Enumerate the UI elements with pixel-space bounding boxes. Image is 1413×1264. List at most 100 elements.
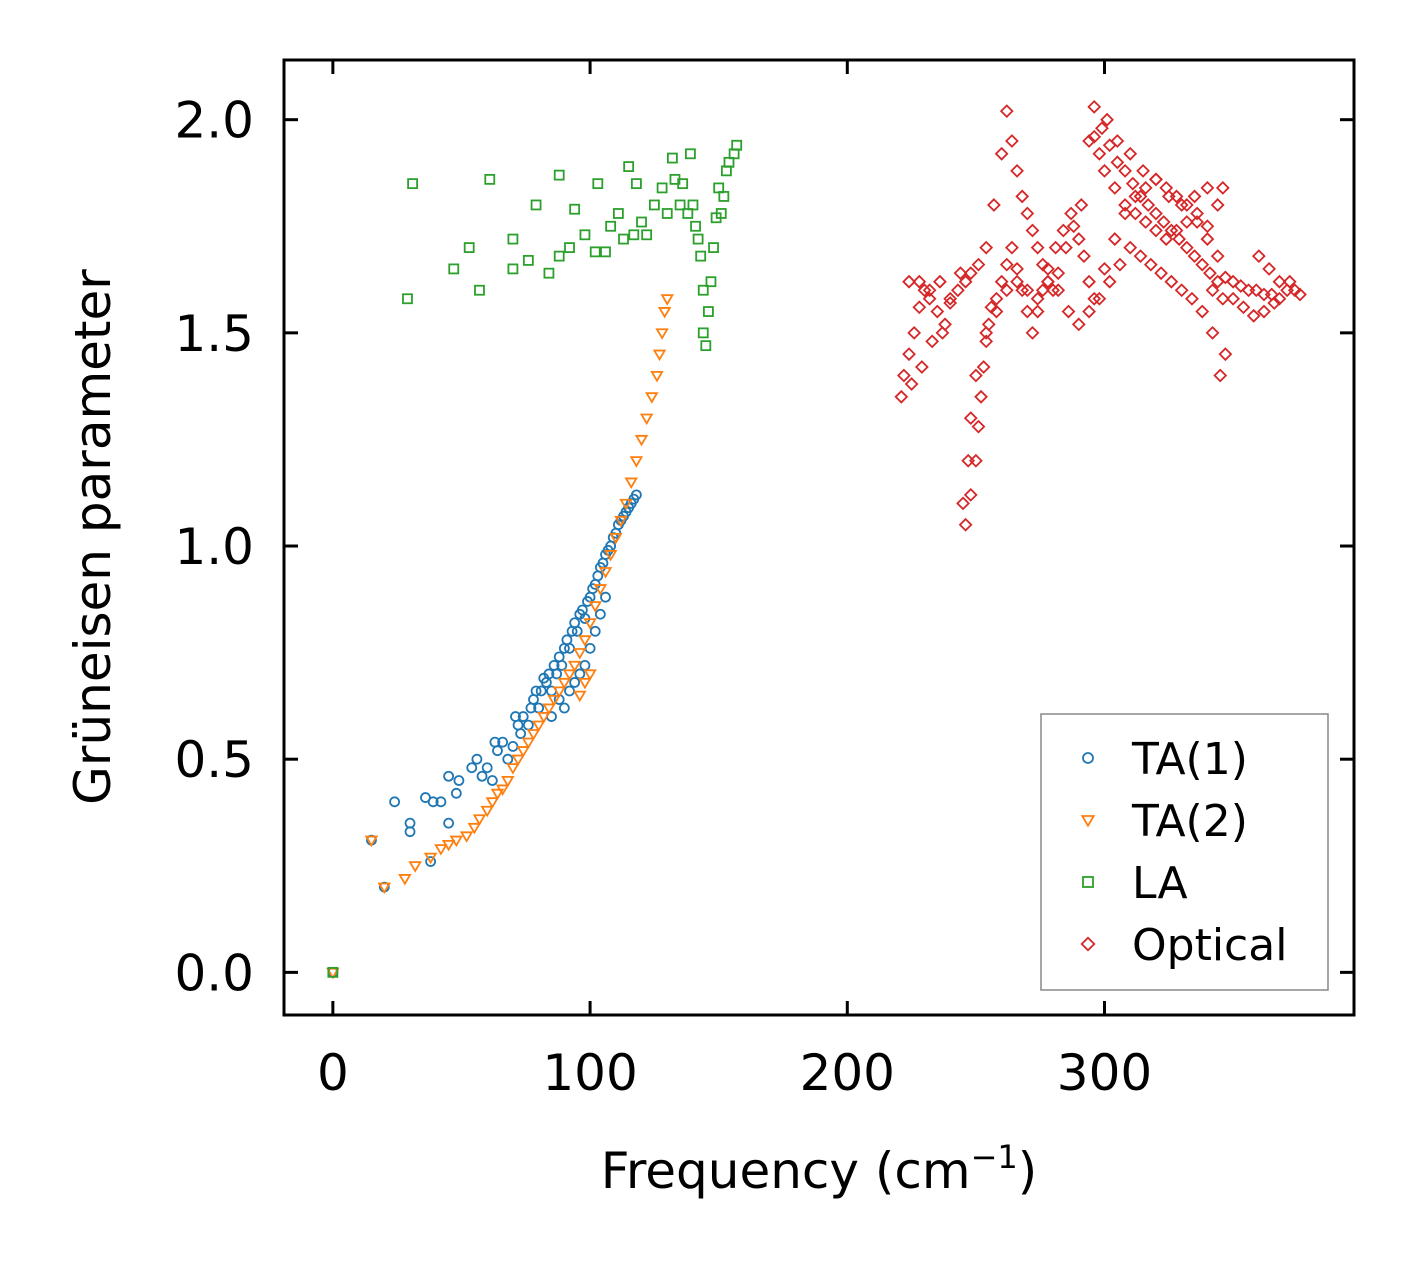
- data-point: [950, 283, 965, 298]
- data-point: [435, 796, 447, 808]
- data-point: [556, 660, 568, 671]
- data-point: [1149, 223, 1163, 238]
- series-la: [327, 139, 743, 978]
- data-point: [530, 685, 542, 697]
- data-point: [1048, 240, 1063, 255]
- data-point: [657, 307, 672, 319]
- data-point: [441, 839, 456, 852]
- data-point: [471, 753, 483, 765]
- data-point: [731, 139, 743, 151]
- data-point: [511, 754, 525, 767]
- data-point: [423, 852, 438, 865]
- data-point: [453, 775, 465, 786]
- legend-marker-triangle-down: [1080, 815, 1096, 828]
- data-point: [1020, 206, 1035, 221]
- data-point: [1226, 291, 1241, 306]
- data-point: [914, 360, 929, 374]
- data-point: [579, 229, 591, 241]
- data-point: [1082, 274, 1096, 289]
- data-point: [1110, 134, 1125, 148]
- data-point: [600, 591, 611, 603]
- series-ta-1: [327, 489, 642, 978]
- data-point: [517, 711, 529, 722]
- data-point: [974, 389, 988, 404]
- data-point: [1015, 283, 1030, 298]
- data-point: [618, 233, 629, 245]
- data-point: [1010, 163, 1024, 178]
- data-point: [552, 686, 566, 698]
- series-optical: [894, 99, 1307, 532]
- data-point: [573, 648, 587, 660]
- data-point: [530, 199, 542, 211]
- data-point: [1082, 134, 1096, 148]
- data-point: [935, 325, 950, 340]
- data-point: [641, 229, 653, 241]
- data-point: [1059, 240, 1073, 255]
- data-point: [639, 413, 654, 426]
- data-point: [364, 835, 379, 848]
- x-tick-label: 200: [800, 1044, 895, 1102]
- data-point: [594, 608, 606, 620]
- data-point: [1141, 198, 1156, 212]
- data-point: [1215, 181, 1230, 195]
- legend-label: TA(2): [1131, 796, 1248, 847]
- data-point: [600, 246, 611, 258]
- data-point: [605, 220, 617, 232]
- data-point: [1061, 304, 1076, 319]
- data-point: [1149, 172, 1163, 187]
- data-point: [1257, 304, 1271, 319]
- data-point: [603, 550, 618, 562]
- data-point: [1200, 181, 1215, 195]
- legend-marker-circle: [1082, 752, 1094, 764]
- data-point: [481, 762, 493, 774]
- data-point: [1051, 283, 1066, 298]
- data-point: [1097, 262, 1112, 276]
- data-point: [542, 703, 556, 715]
- data-point: [1156, 215, 1171, 229]
- data-point: [557, 677, 572, 690]
- data-point: [1164, 223, 1179, 238]
- y-tick-label: 0.5: [174, 731, 254, 789]
- data-point: [652, 349, 667, 362]
- data-point: [573, 690, 587, 703]
- data-point: [677, 178, 689, 190]
- data-point: [1133, 189, 1148, 204]
- data-point: [1041, 274, 1055, 289]
- data-point: [474, 284, 485, 296]
- data-point: [896, 368, 911, 383]
- data-point: [553, 250, 565, 262]
- data-point: [427, 796, 439, 808]
- data-point: [979, 240, 994, 255]
- x-axis-label-superscript: −1: [971, 1138, 1018, 1176]
- data-point: [467, 822, 482, 835]
- data-point: [956, 496, 970, 511]
- data-point: [1064, 206, 1078, 221]
- data-point: [692, 233, 704, 245]
- data-point: [543, 668, 555, 680]
- data-point: [1025, 223, 1040, 238]
- data-point: [443, 817, 455, 829]
- data-point: [702, 306, 714, 317]
- data-point: [476, 770, 488, 782]
- data-point: [989, 291, 1004, 306]
- data-point: [1262, 262, 1277, 276]
- data-point: [589, 246, 601, 258]
- data-point: [516, 746, 530, 758]
- data-point: [994, 146, 1009, 161]
- data-point: [999, 257, 1014, 272]
- data-point: [1051, 266, 1066, 281]
- data-point: [1087, 291, 1102, 306]
- data-point: [1210, 198, 1225, 212]
- data-point: [1267, 296, 1282, 310]
- legend-marker-diamond: [1080, 936, 1096, 952]
- data-point: [450, 787, 462, 799]
- y-tick-label: 2.0: [174, 92, 254, 150]
- data-point: [1218, 270, 1233, 285]
- data-point: [1226, 274, 1241, 289]
- data-point: [485, 797, 500, 809]
- series-ta-2: [326, 294, 674, 980]
- data-point: [1138, 181, 1153, 195]
- data-point: [943, 291, 958, 306]
- data-point: [1218, 347, 1233, 362]
- data-point: [480, 805, 494, 818]
